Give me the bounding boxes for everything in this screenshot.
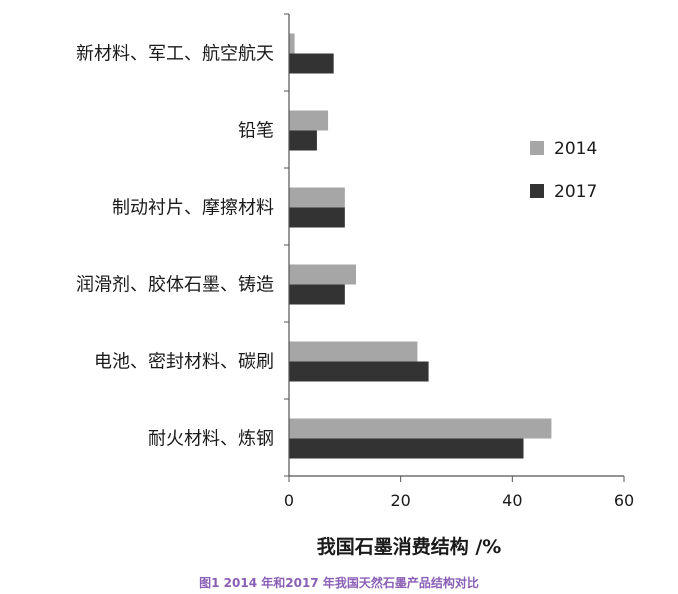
category-label: 新材料、军工、航空航天 [76,44,274,65]
bar-2014-3 [289,264,356,285]
bar-2014-5 [289,418,552,439]
category-label: 电池、密封材料、碳刷 [94,352,274,373]
bar-2014-4 [289,341,418,362]
bar-2014-1 [289,110,329,131]
x-tick-label: 0 [284,491,294,510]
bar-2017-2 [289,207,345,228]
bar-2017-5 [289,438,524,459]
x-tick-label: 40 [502,491,522,510]
bar-2017-4 [289,361,429,382]
legend-label-2014: 2014 [554,139,597,159]
legend-label-2017: 2017 [554,182,597,202]
x-tick-label: 20 [390,491,410,510]
legend-swatch-2017 [530,184,544,198]
x-tick-label: 60 [614,491,634,510]
bar-2014-0 [289,33,295,54]
figure-caption: 图1 2014 年和2017 年我国天然石墨产品结构对比 [199,576,479,590]
legend-swatch-2014 [530,141,544,155]
x-axis-label: 我国石墨消费结构 /% [317,535,502,558]
bar-2017-1 [289,130,317,151]
bar-2017-0 [289,53,334,74]
category-label: 铅笔 [238,121,274,142]
category-label: 制动衬片、摩擦材料 [112,198,274,219]
bar-2014-2 [289,187,345,208]
bar-2017-3 [289,284,345,305]
category-label: 耐火材料、炼钢 [148,429,274,450]
category-label: 润滑剂、胶体石墨、铸造 [76,275,274,296]
